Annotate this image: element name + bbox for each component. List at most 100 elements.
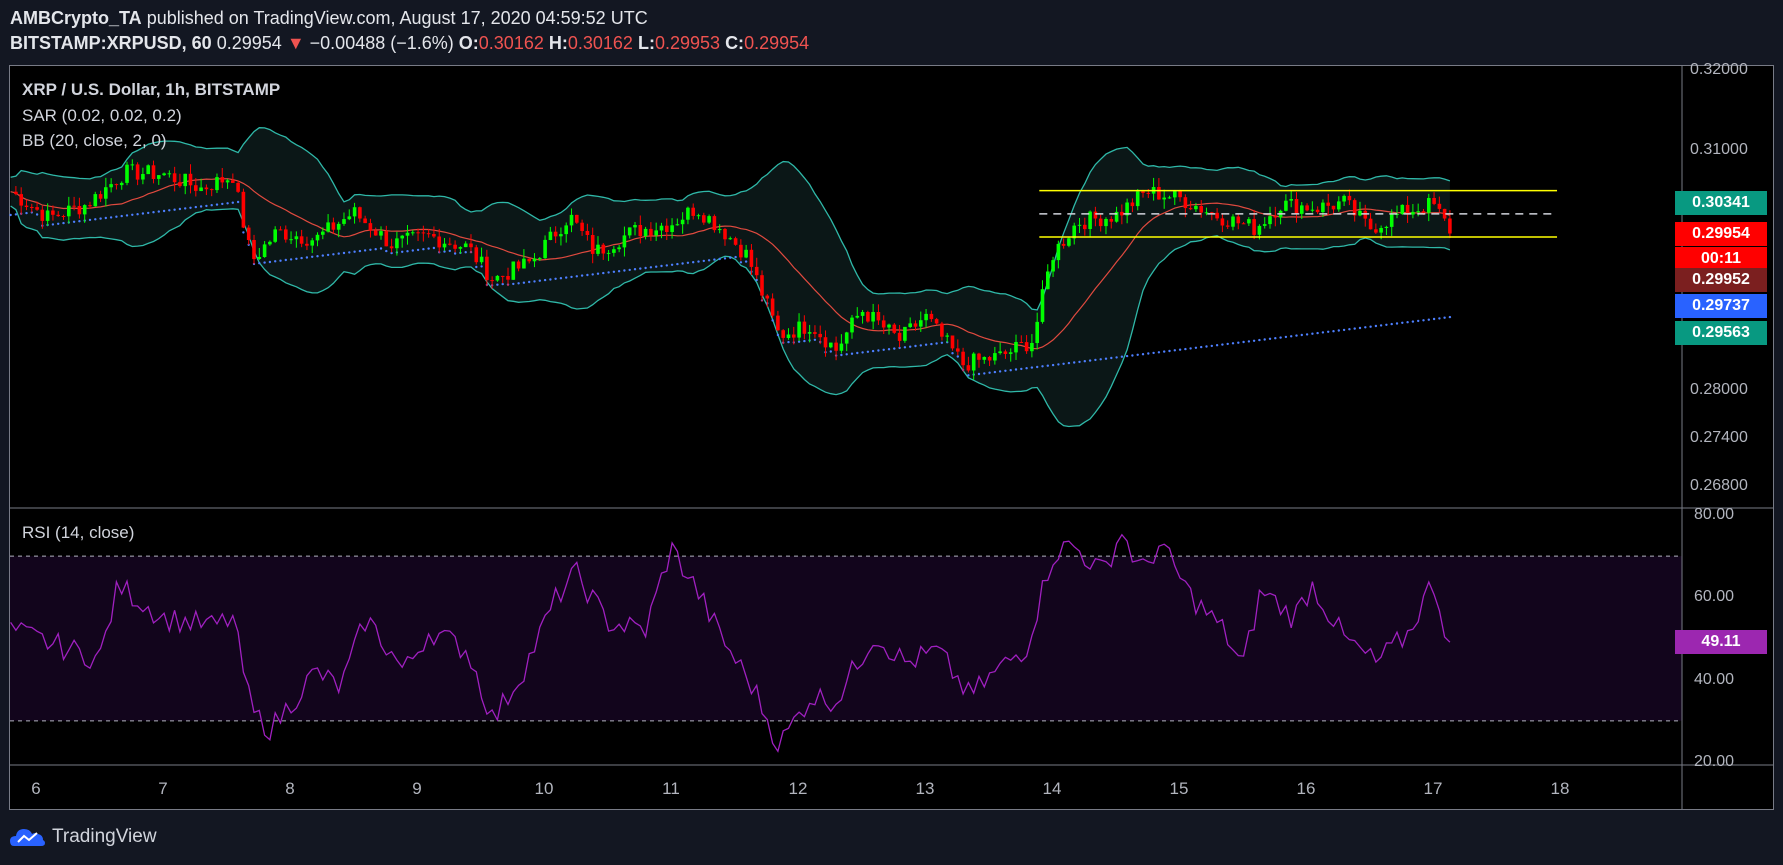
candle-body: [866, 312, 870, 322]
chart-title[interactable]: XRP / U.S. Dollar, 1h, BITSTAMP: [22, 80, 281, 99]
candle-body: [813, 332, 817, 334]
sar-dot: [109, 216, 113, 219]
sar-dot: [993, 370, 997, 374]
candle-body: [998, 351, 1002, 354]
sar-dot: [909, 345, 912, 348]
candle-body: [490, 280, 494, 282]
time-tick-label: 6: [31, 779, 41, 798]
sar-dot: [1321, 331, 1325, 334]
candle-body: [1167, 197, 1172, 199]
sar-dot: [35, 213, 39, 216]
candle-body: [1368, 218, 1373, 230]
sar-dot: [1131, 354, 1134, 357]
sar-dot: [1263, 338, 1266, 341]
candle-body: [1024, 342, 1029, 352]
sar-dot: [1379, 324, 1383, 327]
candle-body: [659, 225, 664, 231]
sar-dot: [311, 255, 314, 258]
sar-dot: [1290, 335, 1293, 338]
sar-dot: [427, 247, 430, 250]
sar-dot: [178, 207, 182, 211]
pane-separators: [10, 66, 1773, 810]
sar-dot: [660, 264, 663, 268]
candle-body: [373, 230, 378, 236]
rsi-tick-label: 40.00: [1694, 670, 1735, 688]
candle-body: [564, 225, 568, 235]
sar-dot: [866, 350, 870, 353]
candle-body: [1130, 202, 1135, 207]
candle-body: [220, 177, 225, 183]
candle-body: [262, 244, 267, 257]
sar-dot: [1237, 341, 1240, 344]
candle-body: [146, 165, 150, 175]
sar-dot: [1374, 324, 1378, 328]
sar-dot: [840, 353, 843, 357]
author-name[interactable]: AMBCrypto_TA: [10, 8, 142, 28]
sar-dot: [607, 271, 610, 274]
sar-dot: [829, 350, 832, 353]
candle-body: [839, 343, 844, 351]
sar-dot: [1284, 335, 1288, 339]
candle-body: [739, 244, 743, 258]
candle-body: [1178, 190, 1182, 198]
candle-body: [569, 214, 574, 226]
sar-dot: [221, 202, 224, 206]
sar-dot: [1046, 364, 1050, 367]
sar-dot: [1184, 347, 1187, 351]
candle-body: [945, 335, 949, 337]
candle-body: [209, 189, 214, 191]
bb-upper-line: [10, 127, 1451, 311]
candle-body: [1384, 226, 1389, 228]
bb-legend[interactable]: BB (20, close, 2, 0): [22, 131, 167, 150]
sar-dot: [115, 215, 118, 218]
sar-dot: [1279, 336, 1282, 339]
sar-dot: [543, 278, 547, 282]
sar-dot: [348, 251, 351, 254]
candle-body: [1051, 260, 1055, 272]
sar-legend[interactable]: SAR (0.02, 0.02, 0.2): [22, 106, 182, 125]
candle-body: [1008, 352, 1013, 354]
candle-body: [1442, 208, 1447, 219]
candlesticks: [14, 159, 1452, 380]
candle-body: [707, 216, 711, 223]
sar-dot: [358, 249, 362, 253]
sar-dot: [580, 274, 584, 277]
candle-body: [717, 229, 722, 231]
rsi-legend[interactable]: RSI (14, close): [22, 523, 135, 542]
sar-dot: [1057, 363, 1060, 366]
candle-body: [590, 235, 595, 254]
sar-dot: [152, 211, 155, 214]
time-tick-label: 13: [915, 779, 935, 798]
tradingview-logo[interactable]: TradingView: [10, 826, 157, 848]
candle-body: [421, 232, 426, 234]
candle-body: [538, 258, 542, 260]
candle-body: [749, 249, 754, 267]
sar-dot: [1311, 332, 1314, 335]
sar-dot: [1438, 317, 1441, 320]
sar-dot: [707, 259, 711, 262]
sar-dot: [1062, 362, 1065, 365]
sar-dot: [591, 273, 594, 276]
sar-dot: [199, 205, 203, 208]
candle-body: [680, 219, 685, 225]
rsi-tick-label: 80.00: [1694, 506, 1735, 523]
candle-body: [178, 182, 182, 187]
candle-body: [1411, 211, 1415, 215]
rsi-band-fill: [10, 556, 1682, 721]
candle-body: [437, 236, 441, 248]
sar-dot: [1401, 321, 1404, 324]
sar-dot: [686, 261, 690, 264]
sar-dot: [168, 209, 171, 212]
sar-dot: [99, 217, 102, 220]
candle-body: [1146, 192, 1151, 194]
candle-body: [151, 165, 156, 179]
sar-dot: [120, 214, 123, 218]
candle-body: [331, 222, 336, 230]
candle-body: [231, 180, 235, 183]
sar-dot: [549, 278, 552, 281]
candle-body: [770, 298, 775, 316]
sar-dot: [877, 349, 880, 352]
candle-body: [485, 256, 489, 281]
sar-dot: [930, 342, 933, 346]
